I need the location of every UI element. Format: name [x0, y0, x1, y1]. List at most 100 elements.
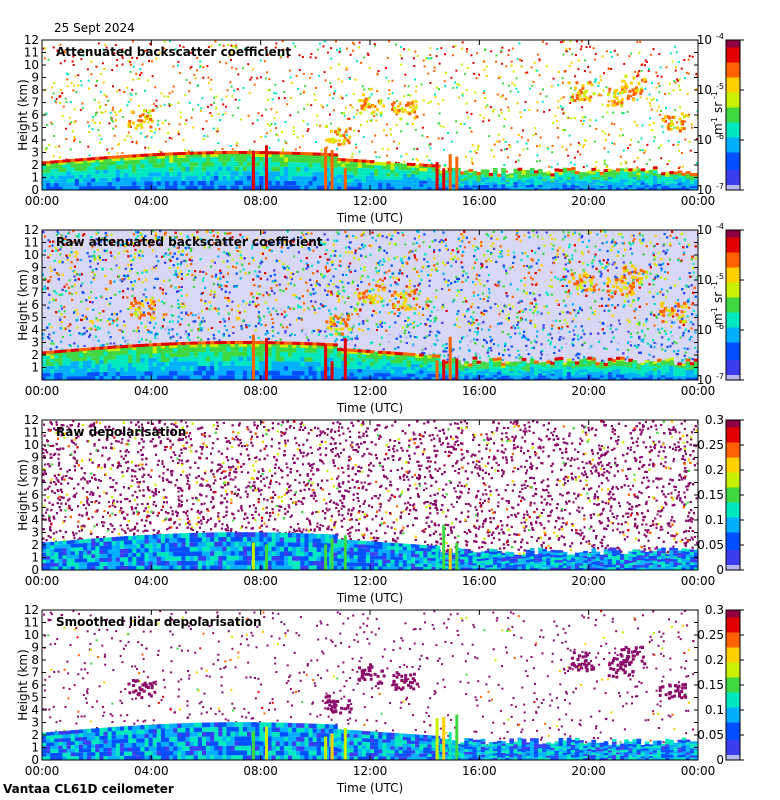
cloud-cell: [339, 134, 343, 138]
cloud-cell: [681, 122, 685, 126]
cloud-cell: [613, 95, 616, 99]
boundary-layer-cell: [226, 166, 232, 172]
noise-pixel: [623, 80, 626, 82]
noise-pixel: [313, 93, 316, 96]
boundary-layer-cell: [50, 168, 55, 173]
cloud-top: [140, 153, 146, 157]
cloud-cell: [408, 112, 412, 116]
boundary-layer-cell: [234, 185, 240, 190]
cloud-cell: [360, 104, 364, 108]
noise-pixel: [690, 126, 693, 129]
noise-pixel: [602, 89, 605, 92]
boundary-layer-cell: [673, 183, 679, 186]
cloud-top: [66, 159, 72, 163]
noise-pixel: [213, 96, 216, 99]
cloud-cell: [377, 99, 381, 103]
boundary-layer-cell: [460, 183, 465, 186]
x-tick-label: 00:00: [681, 194, 716, 208]
cloud-cell: [140, 125, 144, 129]
boundary-layer-cell: [644, 170, 650, 174]
boundary-layer-cell: [197, 171, 203, 177]
noise-pixel: [527, 139, 530, 142]
boundary-layer-cell: [337, 174, 342, 179]
noise-pixel: [619, 322, 621, 325]
boundary-layer-cell: [95, 186, 100, 190]
colorbar-segment: [726, 150, 740, 154]
noise-pixel: [482, 116, 485, 119]
colorbar-segment: [726, 167, 740, 171]
boundary-layer-cell: [591, 179, 597, 183]
noise-pixel: [563, 40, 565, 43]
noise-pixel: [669, 52, 672, 55]
noise-pixel: [554, 115, 557, 118]
boundary-layer-cell: [42, 179, 47, 184]
noise-pixel: [562, 112, 565, 115]
boundary-layer-cell: [493, 173, 498, 177]
noise-pixel: [221, 113, 224, 116]
noise-pixel: [257, 112, 260, 115]
noise-pixel: [231, 66, 233, 69]
noise-pixel: [75, 91, 78, 94]
boundary-layer-cell: [390, 176, 396, 180]
noise-pixel: [103, 93, 106, 96]
boundary-layer-cell: [156, 167, 162, 173]
noise-pixel: [275, 92, 278, 95]
boundary-layer-cell: [83, 159, 88, 163]
noise-pixel: [188, 81, 191, 84]
boundary-layer-cell: [337, 170, 342, 175]
boundary-layer-cell: [542, 187, 547, 190]
boundary-layer-cell: [83, 182, 88, 187]
cloud-cell: [412, 104, 415, 108]
noise-pixel: [210, 115, 213, 117]
boundary-layer-cell: [423, 168, 428, 172]
boundary-layer-cell: [587, 182, 592, 186]
boundary-layer-cell: [599, 185, 605, 188]
boundary-layer-cell: [206, 161, 211, 167]
noise-pixel: [551, 151, 554, 154]
boundary-layer-cell: [99, 169, 105, 174]
cloud-top: [554, 168, 560, 172]
cloud-cell: [397, 108, 401, 112]
noise-pixel: [310, 52, 313, 55]
noise-pixel: [356, 109, 359, 112]
noise-pixel: [652, 48, 655, 51]
noise-pixel: [428, 159, 431, 162]
cloud-cell: [583, 98, 587, 102]
cloud-cell: [139, 123, 143, 127]
noise-pixel: [562, 129, 565, 131]
noise-pixel: [633, 160, 636, 163]
cloud-cell: [127, 124, 131, 128]
noise-pixel: [665, 106, 667, 109]
boundary-layer-cell: [472, 185, 478, 188]
noise-pixel: [500, 62, 503, 65]
noise-pixel: [182, 46, 185, 49]
boundary-layer-cell: [394, 176, 400, 180]
boundary-layer-cell: [103, 165, 109, 170]
boundary-layer-cell: [308, 153, 314, 159]
noise-pixel: [163, 103, 166, 106]
boundary-layer-cell: [365, 175, 371, 180]
boundary-layer-cell: [320, 167, 326, 172]
noise-pixel: [333, 92, 336, 95]
noise-pixel: [388, 92, 391, 95]
boundary-layer-cell: [70, 163, 76, 168]
boundary-layer-cell: [419, 183, 424, 187]
noise-pixel: [574, 117, 576, 120]
boundary-layer-cell: [529, 181, 535, 185]
boundary-layer-cell: [185, 162, 191, 167]
boundary-layer-cell: [324, 176, 330, 182]
boundary-layer-cell: [685, 181, 691, 184]
boundary-layer-cell: [620, 168, 625, 171]
boundary-layer-cell: [681, 182, 687, 184]
boundary-layer-cell: [607, 179, 613, 183]
boundary-layer-cell: [599, 187, 605, 190]
boundary-layer-cell: [673, 177, 679, 180]
noise-pixel: [280, 130, 283, 133]
boundary-layer-cell: [402, 180, 408, 184]
noise-pixel: [227, 43, 230, 46]
boundary-layer-cell: [361, 168, 367, 172]
cloud-cell: [664, 119, 668, 123]
boundary-layer-cell: [201, 171, 207, 176]
noise-pixel: [271, 98, 274, 101]
